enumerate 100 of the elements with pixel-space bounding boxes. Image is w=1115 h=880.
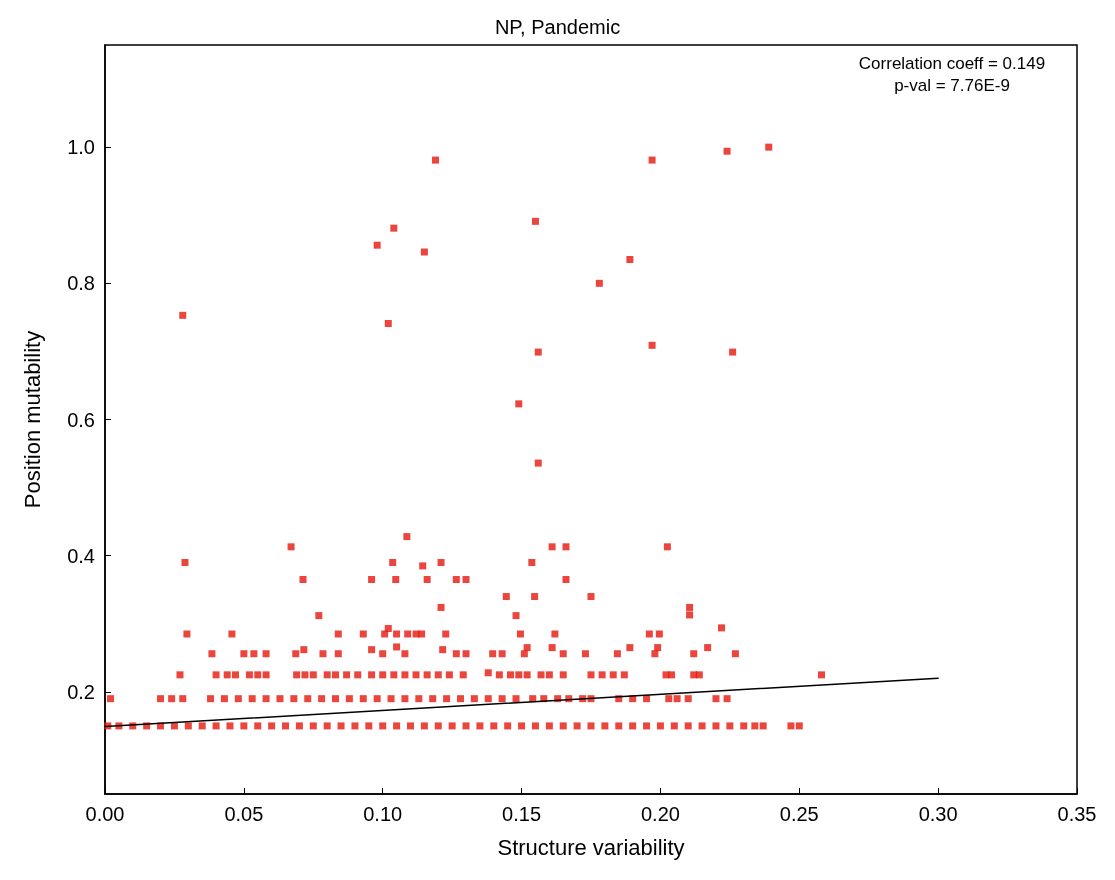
point (663, 543, 671, 551)
point (476, 722, 484, 730)
point (559, 722, 567, 730)
point (292, 650, 300, 658)
point (439, 646, 447, 654)
point (490, 722, 498, 730)
point (262, 671, 270, 679)
point (443, 695, 451, 703)
point (448, 722, 456, 730)
point (726, 722, 734, 730)
point (686, 611, 694, 619)
point (515, 400, 523, 408)
point (787, 722, 795, 730)
point (670, 722, 678, 730)
point (390, 224, 398, 232)
point (531, 217, 539, 225)
x-tick-label: 0.15 (502, 803, 542, 825)
point (337, 722, 345, 730)
point (648, 341, 656, 349)
point (656, 722, 664, 730)
point (179, 311, 187, 319)
point (300, 646, 308, 654)
point (319, 650, 327, 658)
point (250, 650, 258, 658)
point (384, 319, 392, 327)
x-tick-label: 0.30 (918, 803, 958, 825)
point (309, 671, 317, 679)
point (654, 644, 662, 652)
point (207, 695, 215, 703)
point (765, 143, 773, 151)
point (462, 650, 470, 658)
point (504, 722, 512, 730)
point (393, 722, 401, 730)
point (704, 644, 712, 652)
x-tick-label: 0.20 (640, 803, 680, 825)
point (442, 630, 450, 638)
point (379, 671, 387, 679)
x-tick-label: 0.00 (85, 803, 125, 825)
point (548, 644, 556, 652)
point (332, 671, 339, 679)
point (531, 722, 539, 730)
point (254, 722, 262, 730)
point (365, 722, 373, 730)
point (323, 722, 331, 730)
point (423, 576, 431, 584)
point (587, 593, 595, 601)
point (512, 612, 520, 620)
point (240, 722, 248, 730)
point (268, 722, 276, 730)
point (254, 671, 262, 679)
point (459, 671, 467, 679)
point (723, 147, 731, 155)
point (795, 722, 803, 730)
point (437, 558, 445, 566)
point (595, 279, 603, 287)
point (534, 348, 542, 356)
point (686, 603, 694, 611)
y-tick-label: 0.4 (67, 544, 95, 567)
point (684, 695, 692, 703)
point (287, 543, 295, 551)
point (429, 695, 437, 703)
point (668, 671, 676, 679)
point (518, 722, 526, 730)
point (470, 695, 478, 703)
point (751, 722, 759, 730)
point (452, 650, 460, 658)
point (359, 630, 367, 638)
point (456, 695, 464, 703)
point (684, 722, 692, 730)
point (495, 671, 503, 679)
point (598, 671, 606, 679)
point (345, 695, 353, 703)
point (290, 695, 298, 703)
point (740, 722, 748, 730)
point (299, 576, 307, 584)
point (295, 722, 303, 730)
point (282, 722, 290, 730)
x-axis-title: Structure variability (497, 834, 685, 860)
point (643, 722, 651, 730)
point (403, 533, 411, 541)
point (401, 650, 409, 658)
point (484, 669, 492, 677)
point (498, 695, 506, 703)
point (534, 459, 542, 467)
point (240, 650, 248, 658)
point (379, 650, 387, 658)
point (437, 603, 445, 611)
point (431, 156, 439, 164)
point (212, 671, 220, 679)
point (393, 643, 401, 651)
y-tick-label: 0.6 (67, 408, 95, 431)
point (423, 671, 431, 679)
point (419, 562, 427, 570)
point (698, 722, 706, 730)
point (183, 630, 191, 638)
point (390, 671, 398, 679)
point (655, 630, 663, 638)
point (609, 671, 617, 679)
point (179, 695, 187, 703)
point (537, 671, 545, 679)
